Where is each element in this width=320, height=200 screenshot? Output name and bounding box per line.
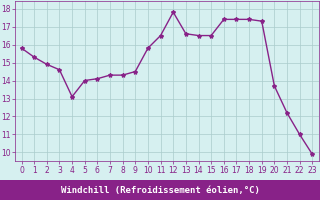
Text: Windchill (Refroidissement éolien,°C): Windchill (Refroidissement éolien,°C) [60,186,260,194]
